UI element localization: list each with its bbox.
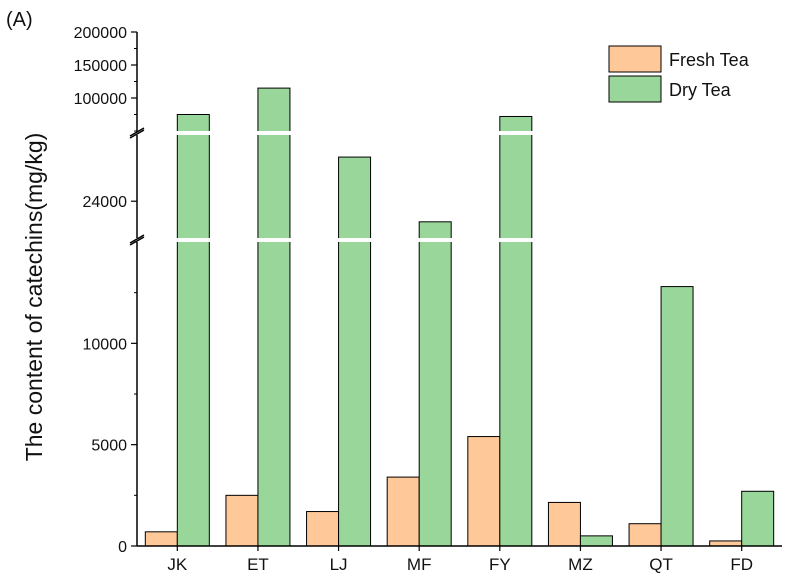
- axis-break-gap-0: [125, 238, 783, 242]
- y-ticks-layer: 0 5000 10000 24000 100000 150000 200000: [74, 25, 137, 556]
- y-axis-title: The content of catechins(mg/kg): [21, 133, 47, 462]
- panel-label: (A): [6, 9, 33, 31]
- bar-fresh-tea-fy: [467, 436, 501, 547]
- y-tick-label-0: 0: [118, 539, 127, 556]
- y-tick-label-24000: 24000: [83, 194, 128, 211]
- legend: Fresh Tea Dry Tea: [608, 45, 750, 103]
- y-break-mark-b-1: [129, 129, 145, 139]
- legend-label-fresh-tea: Fresh Tea: [669, 50, 750, 70]
- bar-fresh-tea-fd: [709, 540, 743, 547]
- x-tick-label-lj: LJ: [330, 555, 348, 574]
- bar-dry-tea-lj: [338, 156, 372, 547]
- legend-label-dry-tea: Dry Tea: [669, 80, 732, 100]
- x-tick-label-qt: QT: [649, 555, 673, 574]
- bar-dry-tea-fy: [499, 115, 533, 547]
- y-tick-label-100000: 100000: [74, 91, 127, 108]
- x-tick-label-mz: MZ: [568, 555, 593, 574]
- bar-dry-tea-fd: [741, 490, 775, 547]
- x-tick-label-mf: MF: [407, 555, 432, 574]
- legend-swatch-fresh-tea: [608, 45, 662, 73]
- axis-break-gap-1: [125, 131, 783, 135]
- y-break-mark-a-1: [129, 127, 145, 137]
- bars-layer: [144, 87, 775, 547]
- bar-fresh-tea-qt: [628, 523, 662, 547]
- bar-fresh-tea-et: [225, 494, 259, 547]
- x-tick-label-et: ET: [247, 555, 269, 574]
- y-break-mark-a-0: [129, 234, 145, 244]
- x-tick-label-fd: FD: [730, 555, 753, 574]
- bar-dry-tea-et: [257, 87, 291, 547]
- x-tick-label-jk: JK: [167, 555, 188, 574]
- y-tick-label-10000: 10000: [83, 336, 128, 353]
- bar-dry-tea-mz: [579, 535, 613, 547]
- x-categories-layer: JK ET LJ MF FY MZ QT FD: [167, 546, 753, 574]
- y-tick-label-200000: 200000: [74, 25, 127, 42]
- bar-dry-tea-qt: [660, 286, 694, 547]
- y-tick-label-5000: 5000: [91, 438, 127, 455]
- bar-fresh-tea-mf: [386, 476, 420, 547]
- y-break-mark-b-0: [129, 236, 145, 246]
- bar-dry-tea-mf: [418, 221, 452, 547]
- bar-fresh-tea-mz: [547, 501, 581, 547]
- bar-fresh-tea-jk: [144, 531, 178, 547]
- x-tick-label-fy: FY: [489, 555, 511, 574]
- axis-break-layer: [125, 131, 783, 242]
- legend-swatch-dry-tea: [608, 75, 662, 103]
- bar-fresh-tea-lj: [306, 511, 340, 547]
- bar-dry-tea-jk: [176, 114, 210, 547]
- y-tick-label-150000: 150000: [74, 58, 127, 75]
